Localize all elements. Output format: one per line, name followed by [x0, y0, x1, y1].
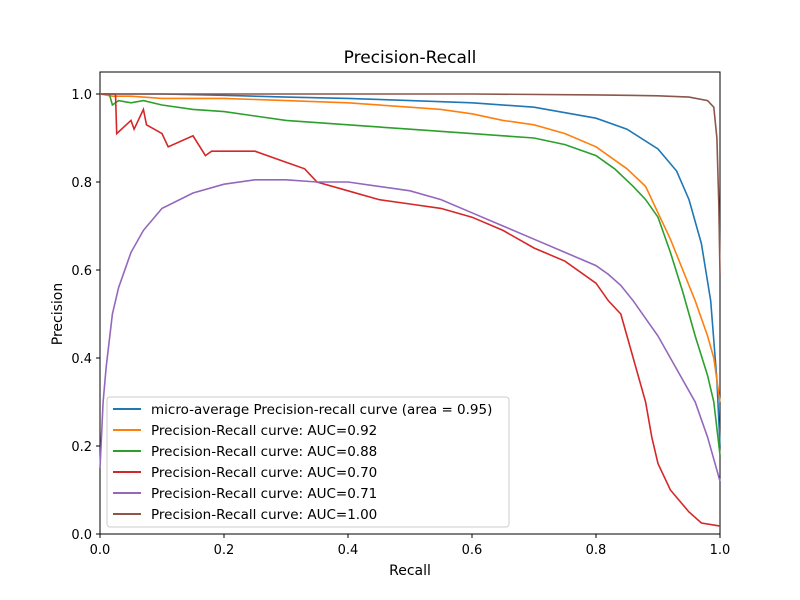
y-axis-label: Precision: [50, 283, 66, 345]
legend-entry-label: Precision-Recall curve: AUC=1.00: [151, 507, 377, 523]
x-axis-label: Recall: [389, 563, 431, 579]
legend: micro-average Precision-recall curve (ar…: [106, 396, 510, 528]
x-tick-label: 0.2: [214, 543, 235, 558]
x-tick-label: 1.0: [710, 543, 731, 558]
x-tick-label: 0.0: [90, 543, 111, 558]
y-tick-label: 0.4: [71, 352, 92, 367]
legend-entry-label: Precision-Recall curve: AUC=0.70: [151, 465, 377, 481]
y-tick-label: 0.2: [71, 440, 92, 455]
y-tick-label: 0.6: [71, 264, 92, 279]
y-tick-label: 0.0: [71, 528, 92, 543]
y-tick-label: 1.0: [71, 88, 92, 103]
series-line-1: [100, 93, 721, 447]
legend-entry-label: Precision-Recall curve: AUC=0.88: [151, 444, 377, 460]
chart-title: Precision-Recall: [344, 48, 477, 68]
legend-entry-label: micro-average Precision-recall curve (ar…: [151, 402, 492, 418]
series-layer: [99, 93, 721, 527]
legend-entry-label: Precision-Recall curve: AUC=0.92: [151, 423, 377, 439]
series-line-2: [99, 93, 721, 403]
x-tick-label: 0.6: [462, 543, 483, 558]
ticks-layer: 0.0 0.2 0.4 0.6 0.8 1.0 0.0 0.2 0.4 0.6 0.8 1.0: [71, 88, 730, 558]
series-line-3: [100, 93, 721, 455]
y-tick-label: 0.8: [71, 176, 92, 191]
legend-box: [106, 396, 510, 528]
x-tick-label: 0.8: [586, 543, 607, 558]
legend-entry-label: Precision-Recall curve: AUC=0.71: [151, 486, 377, 502]
series-line-6: [100, 93, 721, 275]
series-line-4: [100, 93, 721, 527]
x-tick-label: 0.4: [338, 543, 359, 558]
series-line-5: [99, 179, 721, 482]
